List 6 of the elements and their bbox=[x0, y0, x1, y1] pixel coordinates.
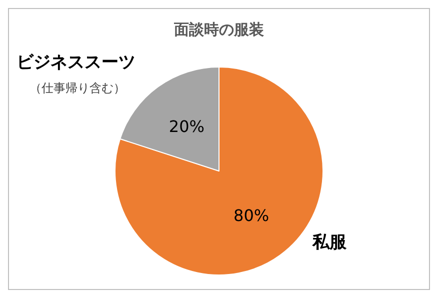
data-label: 80% bbox=[234, 206, 270, 225]
slice-label: ビジネススーツ bbox=[16, 52, 136, 72]
chart-title: 面談時の服装 bbox=[173, 20, 264, 38]
text: （仕事帰り含む） bbox=[30, 81, 126, 96]
data-label: 20% bbox=[168, 117, 204, 136]
slice-label: 私服 bbox=[311, 232, 348, 252]
